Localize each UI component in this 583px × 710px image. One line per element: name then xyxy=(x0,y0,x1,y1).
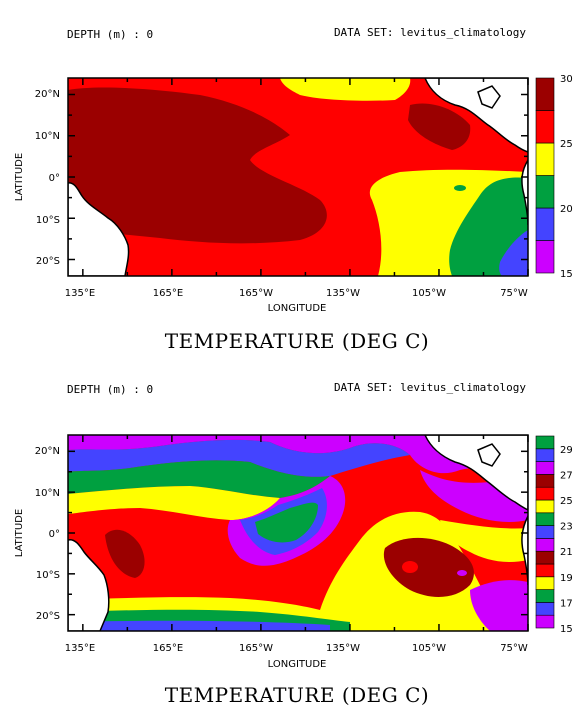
east-warm-patch xyxy=(408,103,471,150)
chart-title: TEMPERATURE (DEG C) xyxy=(165,329,429,353)
y-tick-20n: 20°N xyxy=(35,89,60,100)
colorbar-swatch xyxy=(535,614,555,629)
colorbar-label: 19 xyxy=(560,573,573,584)
land-gulf xyxy=(477,443,501,467)
band-green-mid xyxy=(255,502,318,543)
x-tick-75w: 75°W xyxy=(500,288,528,299)
x-tick-135w: 135°W xyxy=(326,643,360,654)
panel-1: DEPTH (m) : 0 DATA SET: levitus_climatol… xyxy=(14,26,573,353)
x-tick-165e: 165°E xyxy=(153,643,183,654)
warm-pool-region xyxy=(68,87,327,244)
band-green-north xyxy=(68,460,330,498)
x-tick-165w: 165°W xyxy=(239,643,273,654)
colorbar-swatch xyxy=(535,110,555,144)
colorbar-swatch xyxy=(535,563,555,578)
land-central-america xyxy=(424,435,528,511)
map-1-fill xyxy=(68,78,528,276)
colorbar-label: 25 xyxy=(560,139,573,150)
x-tick-105w: 105°W xyxy=(412,288,446,299)
colorbar-swatch xyxy=(535,486,555,501)
land-gulf xyxy=(477,85,501,109)
colorbar-swatch xyxy=(535,512,555,526)
y-tick-20n: 20°N xyxy=(35,446,60,457)
colorbar-swatch xyxy=(535,142,555,176)
band-blue-south xyxy=(68,620,330,631)
colorbar-swatch xyxy=(535,550,555,565)
y-axis-label: LATITUDE xyxy=(14,153,25,201)
land-australia-ng xyxy=(68,182,130,276)
colorbar-swatch xyxy=(535,589,555,603)
dataset-header: DATA SET: levitus_climatology xyxy=(334,381,526,394)
colorbar-swatch xyxy=(535,435,555,450)
colorbar-label: 21 xyxy=(560,547,573,558)
y-tick-20s: 20°S xyxy=(36,611,60,622)
colorbar-swatch xyxy=(535,175,555,209)
warm-spot xyxy=(402,561,418,573)
colorbar-swatch xyxy=(535,538,555,552)
cool-spot xyxy=(457,570,467,576)
x-tick-165e: 165°E xyxy=(153,288,183,299)
colorbar-swatch xyxy=(535,576,555,590)
colorbar-label: 15 xyxy=(560,269,573,280)
y-tick-0: 0° xyxy=(49,529,60,540)
land-australia-ng xyxy=(68,538,110,631)
chart-title: TEMPERATURE (DEG C) xyxy=(165,683,429,707)
band-darkred-west xyxy=(105,529,145,578)
colorbar-swatch xyxy=(535,77,555,111)
colorbar-swatch xyxy=(535,474,555,488)
colorbar-label: 25 xyxy=(560,496,573,507)
depth-header: DEPTH (m) : 0 xyxy=(67,383,153,396)
colorbar-label: 30 xyxy=(560,74,573,85)
band-blue-north xyxy=(68,439,410,477)
colorbar-swatch xyxy=(535,461,555,475)
land-central-america xyxy=(424,78,528,153)
band-purple-se xyxy=(470,580,528,631)
x-axis-label: LONGITUDE xyxy=(268,659,327,670)
x-tick-75w: 75°W xyxy=(500,643,528,654)
colorbar-swatch xyxy=(535,448,555,462)
colorbar-label: 27 xyxy=(560,470,573,481)
depth-header: DEPTH (m) : 0 xyxy=(67,28,153,41)
map-2-ticks xyxy=(68,435,529,631)
colorbar-swatch xyxy=(535,240,555,274)
band-darkred-east xyxy=(383,537,474,597)
band-yellow-south xyxy=(68,511,490,631)
x-tick-135e: 135°E xyxy=(65,288,95,299)
panel-2: DEPTH (m) : 0 DATA SET: levitus_climatol… xyxy=(14,381,573,707)
x-tick-135e: 135°E xyxy=(65,643,95,654)
y-tick-10s: 10°S xyxy=(36,570,60,581)
colorbar-swatch xyxy=(535,602,555,616)
y-tick-10n: 10°N xyxy=(35,131,60,142)
dataset-header: DATA SET: levitus_climatology xyxy=(334,26,526,39)
x-tick-135w: 135°W xyxy=(326,288,360,299)
colorbar-label: 15 xyxy=(560,624,573,635)
y-axis-label: LATITUDE xyxy=(14,509,25,557)
yellow-north-band xyxy=(280,78,411,101)
map-2-fill xyxy=(68,435,528,631)
x-axis-label: LONGITUDE xyxy=(268,303,327,314)
map-1-ticks xyxy=(68,78,529,276)
green-spot xyxy=(454,185,466,191)
band-yellow-east xyxy=(440,520,528,563)
colorbar-label: 23 xyxy=(560,522,573,533)
colorbar-swatch xyxy=(535,207,555,241)
x-tick-165w: 165°W xyxy=(239,288,273,299)
band-yellow-west xyxy=(68,486,280,520)
x-tick-105w: 105°W xyxy=(412,643,446,654)
colorbar-label: 29 xyxy=(560,445,573,456)
y-tick-20s: 20°S xyxy=(36,256,60,267)
colorbar-2: 15 17 19 21 23 25 27 29 xyxy=(535,435,573,635)
colorbar-label: 20 xyxy=(560,204,573,215)
colorbar-1: 15 20 25 30 xyxy=(535,74,573,280)
band-purple-north xyxy=(68,435,528,480)
colorbar-label: 17 xyxy=(560,598,573,609)
y-tick-10n: 10°N xyxy=(35,488,60,499)
y-tick-10s: 10°S xyxy=(36,215,60,226)
y-tick-0: 0° xyxy=(49,173,60,184)
colorbar-swatch xyxy=(535,525,555,539)
colorbar-swatch xyxy=(535,499,555,514)
cold-blue-patch xyxy=(499,230,528,276)
